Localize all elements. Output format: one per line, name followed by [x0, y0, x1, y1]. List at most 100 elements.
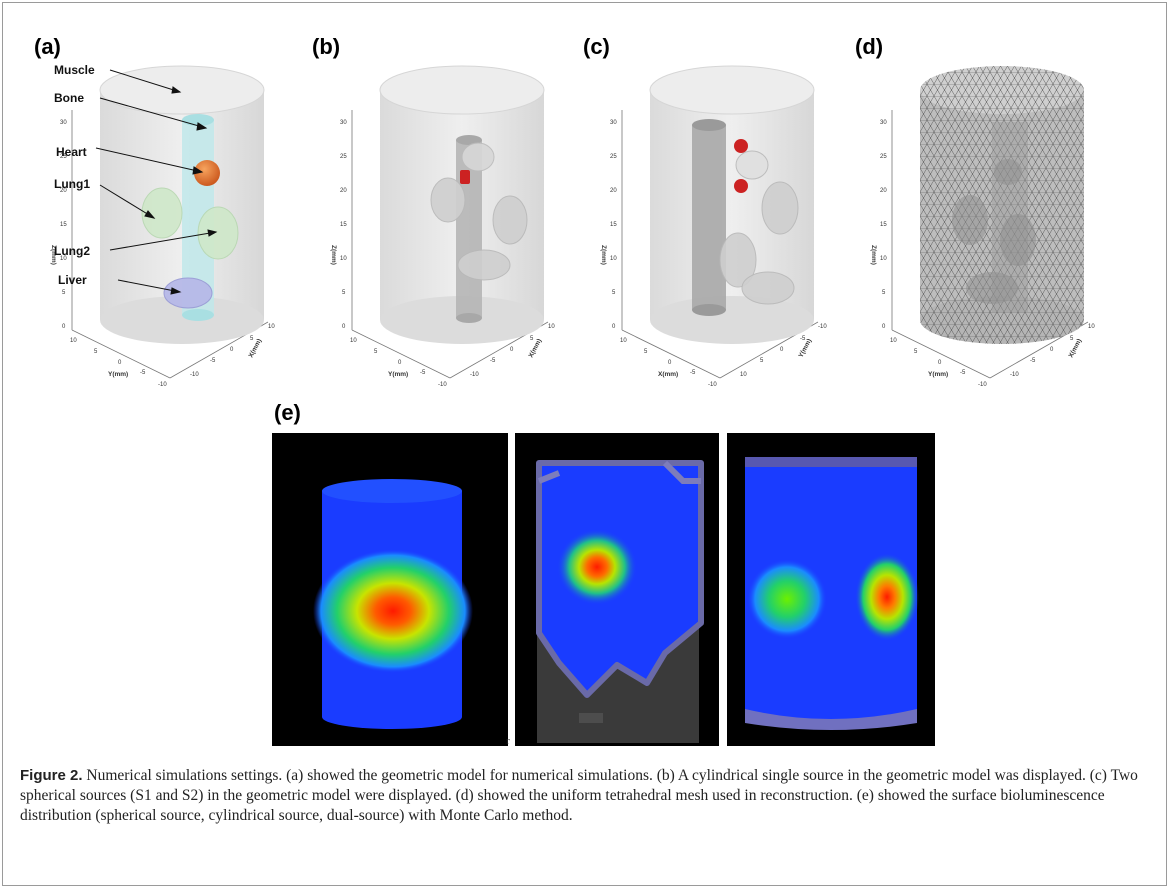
svg-text:15: 15 [60, 222, 67, 228]
svg-text:Z(mm): Z(mm) [50, 245, 57, 265]
liver-ellipsoid [741, 271, 795, 305]
svg-text:10: 10 [340, 256, 347, 262]
svg-text:0: 0 [398, 360, 402, 366]
svg-text:20: 20 [60, 188, 67, 194]
axes-frame: 0 5 10 15 20 25 30 Z(mm) 10 5 0 -5 -10 Y… [50, 110, 275, 388]
svg-text:-10: -10 [708, 382, 717, 388]
label-lung1: Lung1 [54, 177, 90, 191]
svg-text:10: 10 [620, 338, 627, 344]
panel-label-d: (d) [855, 34, 884, 59]
svg-text:0: 0 [510, 347, 514, 353]
panel-label-a: (a) [34, 34, 61, 59]
lung1-ellipsoid [141, 187, 183, 239]
svg-text:5: 5 [644, 349, 648, 355]
svg-text:5: 5 [94, 349, 98, 355]
lung1-ellipsoid [719, 232, 757, 288]
svg-text:-5: -5 [140, 370, 146, 376]
panel-c-dual-source: 0 5 10 15 20 25 30 Z(mm) 10 5 0 -5 -10 X… [600, 65, 827, 388]
svg-text:Z(mm): Z(mm) [870, 245, 877, 265]
lung1-ellipsoid [430, 177, 466, 223]
cylindrical-source [460, 170, 470, 184]
svg-text:Z(mm): Z(mm) [600, 245, 607, 265]
svg-text:Z(mm): Z(mm) [330, 245, 337, 265]
svg-text:30: 30 [60, 120, 67, 126]
lung2-ellipsoid [197, 206, 239, 260]
svg-text:25: 25 [340, 154, 347, 160]
svg-text:10: 10 [60, 256, 67, 262]
svg-text:10: 10 [350, 338, 357, 344]
svg-text:5: 5 [374, 349, 378, 355]
svg-text:5: 5 [882, 290, 886, 296]
svg-text:-5: -5 [960, 370, 966, 376]
label-liver: Liver [58, 273, 87, 287]
panel-a-geometric-model: 0 5 10 15 20 25 30 Z(mm) 10 5 0 -5 -10 Y… [50, 63, 275, 388]
svg-text:5: 5 [530, 336, 534, 342]
svg-text:Y(mm): Y(mm) [388, 371, 408, 378]
heart-sphere [994, 159, 1022, 185]
caption-label: Figure 2. [20, 767, 83, 784]
heart-sphere [194, 160, 220, 186]
svg-text:15: 15 [610, 222, 617, 228]
svg-text:10: 10 [1088, 324, 1095, 330]
figure-caption: Figure 2. Numerical simulations settings… [20, 766, 1150, 826]
panel-d-tetrahedral-mesh: 0 5 10 15 20 25 30 Z(mm) 10 5 0 -5 -10 Y… [870, 66, 1095, 388]
svg-text:15: 15 [880, 222, 887, 228]
svg-text:-10: -10 [438, 382, 447, 388]
panel-label-b: (b) [312, 34, 341, 59]
svg-text:-10: -10 [190, 372, 199, 378]
svg-text:15: 15 [340, 222, 347, 228]
svg-text:5: 5 [612, 290, 616, 296]
heart-sphere [735, 150, 769, 180]
svg-text:-5: -5 [800, 336, 806, 342]
svg-text:-5: -5 [210, 358, 216, 364]
svg-text:Y(mm): Y(mm) [108, 371, 128, 378]
panel-b-single-source: 0 5 10 15 20 25 30 Z(mm) 10 5 0 -5 -10 Y… [330, 65, 555, 388]
svg-text:Y(mm): Y(mm) [928, 371, 948, 378]
lung1-ellipsoid [952, 195, 988, 245]
svg-text:20: 20 [340, 188, 347, 194]
svg-text:5: 5 [760, 358, 764, 364]
liver-ellipsoid [457, 249, 511, 281]
svg-text:25: 25 [880, 154, 887, 160]
lung2-ellipsoid [1000, 214, 1036, 266]
svg-text:25: 25 [60, 154, 67, 160]
svg-text:0: 0 [62, 324, 66, 330]
svg-text:30: 30 [880, 120, 887, 126]
svg-text:-10: -10 [978, 382, 987, 388]
bone-cylinder [692, 119, 726, 316]
svg-text:0: 0 [230, 347, 234, 353]
svg-text:-5: -5 [1030, 358, 1036, 364]
svg-text:0: 0 [118, 360, 122, 366]
svg-text:10: 10 [890, 338, 897, 344]
svg-text:5: 5 [1070, 336, 1074, 342]
label-muscle: Muscle [54, 63, 95, 77]
svg-text:10: 10 [740, 372, 747, 378]
heatmap-spherical-source [272, 433, 508, 746]
svg-text:0: 0 [342, 324, 346, 330]
svg-text:-5: -5 [490, 358, 496, 364]
lung2-ellipsoid [761, 181, 799, 235]
svg-text:0: 0 [1050, 347, 1054, 353]
caption-text: Numerical simulations settings. (a) show… [20, 767, 1138, 824]
label-lung2: Lung2 [54, 244, 90, 258]
svg-text:0: 0 [882, 324, 886, 330]
svg-text:10: 10 [268, 324, 275, 330]
svg-text:-5: -5 [420, 370, 426, 376]
svg-text:0: 0 [938, 360, 942, 366]
panel-label-e: (e) [274, 400, 301, 425]
svg-text:5: 5 [250, 336, 254, 342]
svg-text:5: 5 [342, 290, 346, 296]
svg-text:-10: -10 [1010, 372, 1019, 378]
source-s2 [734, 179, 748, 193]
label-bone: Bone [54, 91, 84, 105]
svg-text:30: 30 [610, 120, 617, 126]
svg-text:10: 10 [610, 256, 617, 262]
heatmap-dual-source [727, 433, 935, 746]
svg-text:0: 0 [668, 360, 672, 366]
label-heart: Heart [56, 145, 87, 159]
svg-text:-10: -10 [158, 382, 167, 388]
svg-text:10: 10 [70, 338, 77, 344]
heatmap-cylindrical-source [515, 433, 719, 746]
heart-sphere [461, 142, 495, 172]
svg-text:5: 5 [62, 290, 66, 296]
